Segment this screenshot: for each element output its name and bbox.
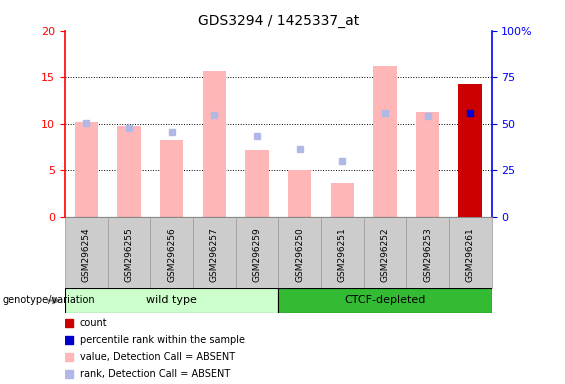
Bar: [288, 170, 311, 217]
Bar: [193, 217, 236, 288]
Bar: [236, 217, 278, 288]
Bar: [373, 66, 397, 217]
Bar: [416, 112, 440, 217]
Bar: [65, 217, 107, 288]
Text: wild type: wild type: [146, 295, 197, 306]
Bar: [65, 288, 278, 313]
Text: GSM296253: GSM296253: [423, 228, 432, 282]
Bar: [117, 126, 141, 217]
Text: GSM296257: GSM296257: [210, 228, 219, 282]
Bar: [458, 84, 482, 217]
Text: genotype/variation: genotype/variation: [3, 295, 95, 306]
Text: GSM296259: GSM296259: [253, 228, 262, 282]
Bar: [107, 217, 150, 288]
Text: GSM296255: GSM296255: [124, 228, 133, 282]
Text: GSM296256: GSM296256: [167, 228, 176, 282]
Bar: [245, 150, 269, 217]
Text: percentile rank within the sample: percentile rank within the sample: [80, 335, 245, 345]
Text: GSM296251: GSM296251: [338, 228, 347, 282]
Bar: [202, 71, 226, 217]
Text: rank, Detection Call = ABSENT: rank, Detection Call = ABSENT: [80, 369, 230, 379]
Bar: [150, 217, 193, 288]
Text: GSM296261: GSM296261: [466, 228, 475, 282]
Text: CTCF-depleted: CTCF-depleted: [344, 295, 425, 306]
Bar: [279, 288, 492, 313]
Bar: [449, 217, 492, 288]
Text: GSM296250: GSM296250: [295, 228, 304, 282]
Text: GSM296252: GSM296252: [380, 228, 389, 282]
Text: value, Detection Call = ABSENT: value, Detection Call = ABSENT: [80, 352, 235, 362]
Bar: [364, 217, 406, 288]
Text: GSM296254: GSM296254: [82, 228, 91, 282]
Bar: [160, 140, 184, 217]
Title: GDS3294 / 1425337_at: GDS3294 / 1425337_at: [198, 14, 359, 28]
Bar: [331, 182, 354, 217]
Bar: [75, 122, 98, 217]
Bar: [321, 217, 364, 288]
Bar: [279, 217, 321, 288]
Text: count: count: [80, 318, 107, 328]
Bar: [406, 217, 449, 288]
